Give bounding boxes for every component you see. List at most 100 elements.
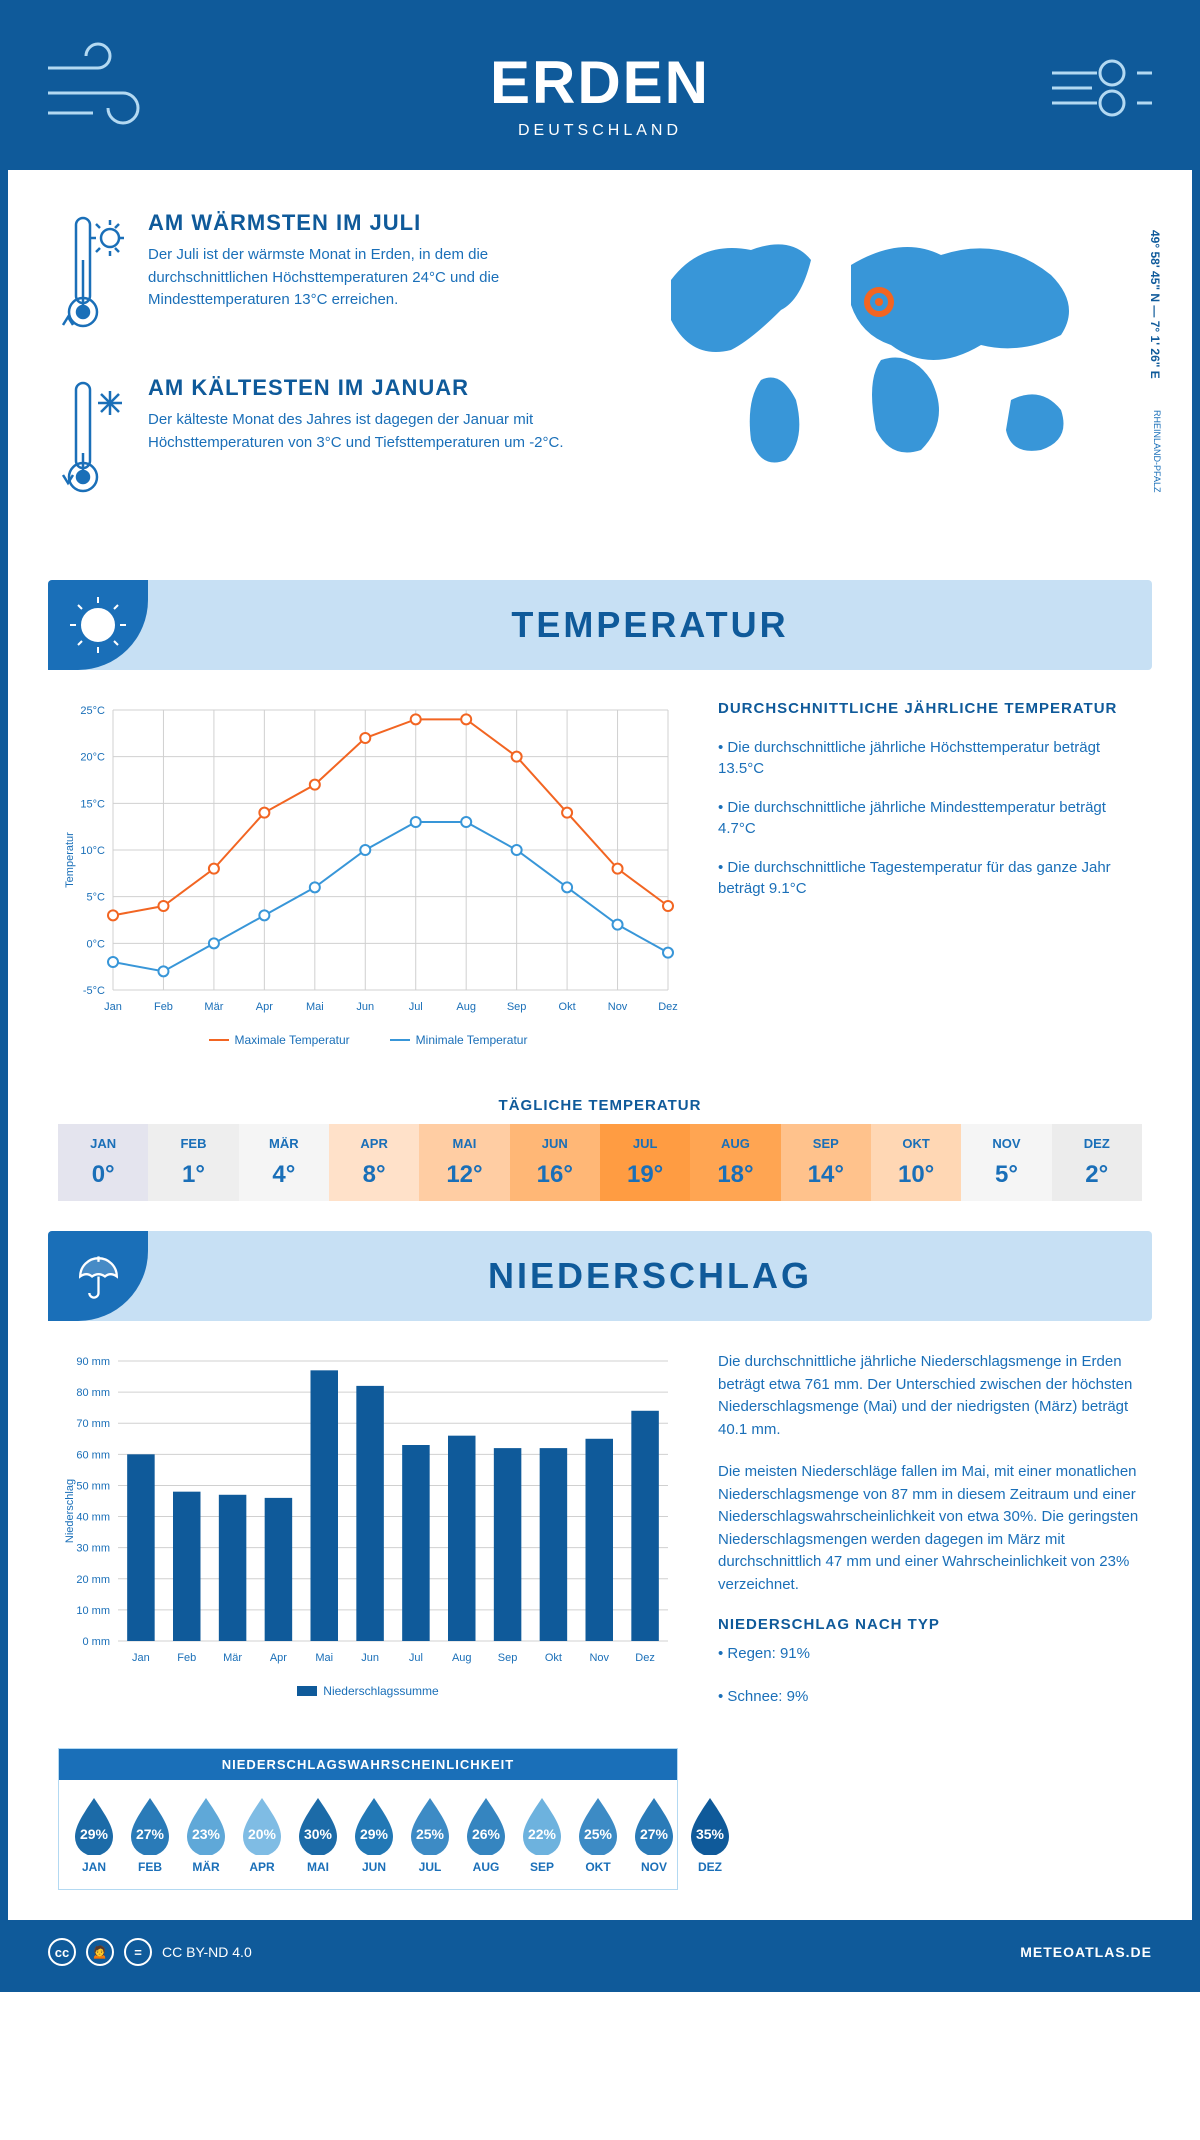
temp-cell: MÄR4° [239, 1124, 329, 1201]
svg-text:Niederschlag: Niederschlag [64, 1479, 76, 1543]
svg-text:Jul: Jul [409, 1652, 423, 1664]
precip-para: Die durchschnittliche jährliche Niedersc… [718, 1351, 1142, 1441]
probability-drop: 27%NOV [629, 1795, 679, 1874]
header: ERDEN DEUTSCHLAND [8, 8, 1192, 170]
intro-section: AM WÄRMSTEN IM JULI Der Juli ist der wär… [8, 170, 1192, 560]
temp-cell: DEZ2° [1052, 1124, 1142, 1201]
precip-type-heading: NIEDERSCHLAG NACH TYP [718, 1616, 1142, 1633]
nd-icon: = [124, 1938, 152, 1966]
probability-drop: 35%DEZ [685, 1795, 735, 1874]
coldest-fact: AM KÄLTESTEN IM JANUAR Der kälteste Mona… [58, 375, 580, 510]
svg-text:Apr: Apr [270, 1652, 287, 1664]
svg-text:Okt: Okt [559, 1001, 576, 1013]
svg-text:29%: 29% [80, 1826, 109, 1842]
site-name: METEOATLAS.DE [1020, 1944, 1152, 1960]
svg-text:60 mm: 60 mm [76, 1449, 110, 1461]
svg-text:10 mm: 10 mm [76, 1605, 110, 1617]
city-name: ERDEN [28, 48, 1172, 117]
svg-text:5°C: 5°C [87, 892, 106, 904]
svg-text:Nov: Nov [589, 1652, 609, 1664]
precip-type: • Regen: 91% [718, 1643, 1142, 1666]
temp-cell: JUL19° [600, 1124, 690, 1201]
sun-icon [48, 580, 148, 670]
temp-cell: AUG18° [690, 1124, 780, 1201]
svg-text:23%: 23% [192, 1826, 221, 1842]
svg-text:15°C: 15°C [80, 798, 105, 810]
svg-text:25°C: 25°C [80, 705, 105, 717]
svg-text:20°C: 20°C [80, 752, 105, 764]
temp-cell: APR8° [329, 1124, 419, 1201]
probability-drop: 30%MAI [293, 1795, 343, 1874]
precip-bar-chart: 0 mm10 mm20 mm30 mm40 mm50 mm60 mm70 mm8… [58, 1351, 678, 1728]
temp-cell: JUN16° [510, 1124, 600, 1201]
svg-text:Apr: Apr [256, 1001, 273, 1013]
svg-text:Jan: Jan [132, 1652, 150, 1664]
probability-drop: 22%SEP [517, 1795, 567, 1874]
footer: cc 🙍 = CC BY-ND 4.0 METEOATLAS.DE [8, 1920, 1192, 1984]
thermometer-cold-icon [58, 375, 128, 510]
temperature-info: DURCHSCHNITTLICHE JÄHRLICHE TEMPERATUR •… [718, 700, 1142, 1047]
temp-bullet: • Die durchschnittliche jährliche Höchst… [718, 737, 1142, 779]
temp-cell: JAN0° [58, 1124, 148, 1201]
svg-text:27%: 27% [640, 1826, 669, 1842]
svg-text:Mai: Mai [306, 1001, 324, 1013]
svg-text:Sep: Sep [507, 1001, 527, 1013]
umbrella-icon [48, 1231, 148, 1321]
warmest-text: Der Juli ist der wärmste Monat in Erden,… [148, 244, 580, 312]
wind-icon [38, 38, 158, 138]
svg-text:26%: 26% [472, 1826, 501, 1842]
svg-text:22%: 22% [528, 1826, 557, 1842]
temp-cell: NOV5° [961, 1124, 1051, 1201]
svg-text:Dez: Dez [635, 1652, 655, 1664]
precip-info: Die durchschnittliche jährliche Niedersc… [718, 1351, 1142, 1728]
temperature-banner: TEMPERATUR [48, 580, 1152, 670]
svg-text:29%: 29% [360, 1826, 389, 1842]
svg-text:Jun: Jun [361, 1652, 379, 1664]
precip-banner: NIEDERSCHLAG [48, 1231, 1152, 1321]
section-title-temperature: TEMPERATUR [148, 604, 1152, 646]
svg-text:30 mm: 30 mm [76, 1543, 110, 1555]
svg-text:Temperatur: Temperatur [64, 832, 76, 888]
region-label: RHEINLAND-PFALZ [1152, 410, 1162, 493]
probability-drop: 25%JUL [405, 1795, 455, 1874]
coordinates: 49° 58' 45" N — 7° 1' 26" E [1148, 230, 1162, 379]
temp-cell: MAI12° [419, 1124, 509, 1201]
cc-icon: cc [48, 1938, 76, 1966]
svg-text:80 mm: 80 mm [76, 1387, 110, 1399]
svg-text:Feb: Feb [154, 1001, 173, 1013]
svg-text:90 mm: 90 mm [76, 1356, 110, 1368]
probability-drop: 29%JAN [69, 1795, 119, 1874]
temperature-line-chart: -5°C0°C5°C10°C15°C20°C25°CJanFebMärAprMa… [58, 700, 678, 1047]
svg-text:Feb: Feb [177, 1652, 196, 1664]
daily-temp-grid: JAN0°FEB1°MÄR4°APR8°MAI12°JUN16°JUL19°AU… [58, 1124, 1142, 1201]
svg-text:27%: 27% [136, 1826, 165, 1842]
temp-cell: SEP14° [781, 1124, 871, 1201]
thermometer-hot-icon [58, 210, 128, 345]
probability-drop: 26%AUG [461, 1795, 511, 1874]
temp-info-heading: DURCHSCHNITTLICHE JÄHRLICHE TEMPERATUR [718, 700, 1142, 717]
svg-text:Jun: Jun [356, 1001, 374, 1013]
svg-text:Aug: Aug [456, 1001, 476, 1013]
probability-drop: 27%FEB [125, 1795, 175, 1874]
wind-icon [1042, 38, 1162, 138]
by-icon: 🙍 [86, 1938, 114, 1966]
svg-text:Jul: Jul [409, 1001, 423, 1013]
svg-text:50 mm: 50 mm [76, 1480, 110, 1492]
svg-text:-5°C: -5°C [83, 985, 105, 997]
svg-text:20%: 20% [248, 1826, 277, 1842]
coldest-title: AM KÄLTESTEN IM JANUAR [148, 375, 580, 401]
license-text: CC BY-ND 4.0 [162, 1944, 252, 1960]
svg-text:25%: 25% [584, 1826, 613, 1842]
page-frame: ERDEN DEUTSCHLAND AM WÄRMSTEN IM JULI De… [0, 0, 1200, 1992]
warmest-title: AM WÄRMSTEN IM JULI [148, 210, 580, 236]
precip-para: Die meisten Niederschläge fallen im Mai,… [718, 1461, 1142, 1596]
legend-max: Maximale Temperatur [235, 1033, 350, 1047]
probability-drop: 20%APR [237, 1795, 287, 1874]
svg-text:10°C: 10°C [80, 845, 105, 857]
warmest-fact: AM WÄRMSTEN IM JULI Der Juli ist der wär… [58, 210, 580, 345]
world-map-icon [620, 210, 1142, 490]
svg-text:Okt: Okt [545, 1652, 562, 1664]
precip-type: • Schnee: 9% [718, 1686, 1142, 1709]
probability-drop: 25%OKT [573, 1795, 623, 1874]
coldest-text: Der kälteste Monat des Jahres ist dagege… [148, 409, 580, 454]
